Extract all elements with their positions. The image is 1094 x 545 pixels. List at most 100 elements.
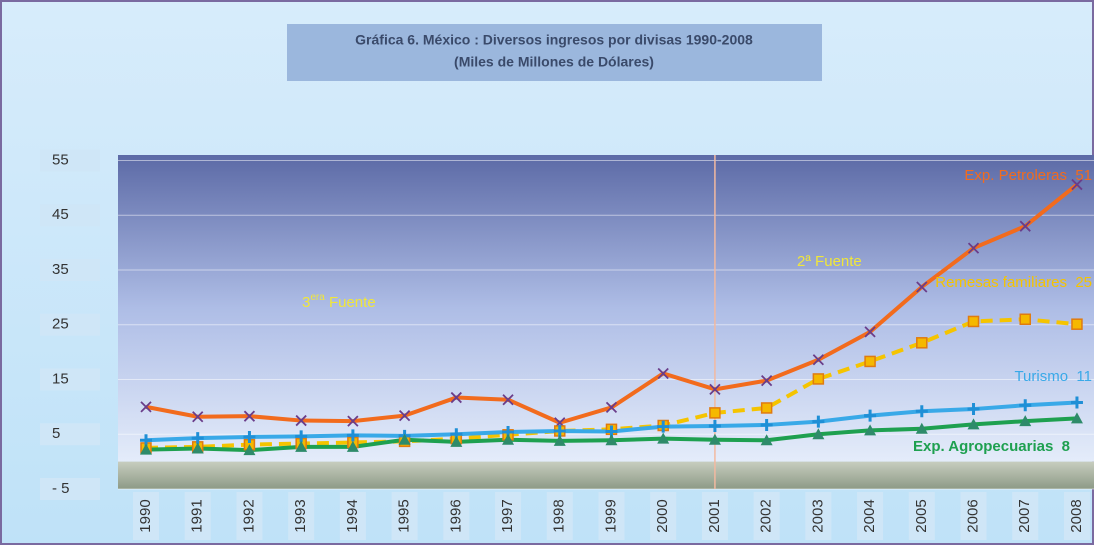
x-tick-label: 2001 (706, 499, 723, 532)
marker (657, 432, 670, 444)
marker (243, 410, 256, 422)
marker (1071, 318, 1083, 330)
marker (243, 444, 256, 456)
series-name: Exp. Agropecuarias (913, 438, 1053, 455)
marker (864, 326, 876, 338)
x-tick-label: 2000 (654, 499, 671, 532)
x-tick-box (805, 492, 832, 540)
marker (657, 367, 669, 380)
x-tick-box (1063, 492, 1090, 540)
x-tick-label: 2008 (1068, 499, 1085, 532)
marker (450, 435, 463, 447)
marker (553, 434, 566, 446)
x-tick-label: 1992 (240, 499, 257, 532)
marker (708, 433, 721, 445)
marker (915, 405, 928, 418)
x-tick-label: 1999 (602, 499, 619, 532)
marker (191, 432, 204, 445)
x-tick-box (184, 492, 211, 540)
x-tick-box (133, 492, 159, 540)
marker (398, 433, 411, 445)
x-tick-box (339, 492, 366, 540)
y-tick-box (40, 478, 100, 500)
y-tick-box (40, 313, 100, 336)
marker (1071, 178, 1083, 191)
marker (191, 442, 204, 454)
marker (502, 394, 514, 406)
marker (812, 354, 824, 366)
y-tick-label: 45 (52, 206, 69, 223)
marker (864, 424, 877, 436)
marker (295, 440, 308, 452)
series-label: Exp. Petroleras 51 (964, 167, 1092, 184)
x-tick-box (495, 492, 522, 540)
x-tick-label: 1994 (344, 499, 361, 532)
annotation: 3era Fuente (302, 292, 376, 311)
marker (967, 315, 980, 328)
x-tick-box (236, 492, 263, 540)
series-label: Turismo 11 (1014, 368, 1092, 385)
marker (657, 420, 670, 433)
x-tick-label: 2003 (809, 499, 826, 532)
x-tick-box (546, 492, 573, 540)
x-tick-box (701, 492, 728, 540)
x-tick-box (908, 492, 935, 540)
x-tick-label: 1995 (396, 499, 413, 532)
x-tick-label: 2006 (964, 499, 981, 532)
x-tick-box (391, 492, 418, 540)
y-tick-label: - 5 (52, 480, 70, 497)
marker (502, 433, 515, 445)
marker (1019, 415, 1032, 427)
x-tick-box (1012, 492, 1039, 540)
marker (967, 242, 980, 254)
marker (192, 411, 204, 423)
series-label: Exp. Agropecuarias 8 (913, 438, 1070, 455)
y-tick-box (40, 204, 100, 227)
marker (760, 434, 773, 446)
marker (347, 415, 359, 427)
x-tick-label: 1993 (292, 499, 309, 532)
chart-subtitle: (Miles de Millones de Dólares) (454, 54, 654, 70)
series-end-value: 51 (1075, 167, 1092, 184)
marker (812, 415, 825, 428)
x-tick-box (650, 492, 677, 540)
y-tick-box (40, 368, 100, 391)
marker (864, 355, 876, 368)
x-tick-label: 2005 (913, 499, 930, 532)
marker (295, 414, 307, 427)
marker (761, 374, 773, 387)
marker (1019, 313, 1031, 326)
marker (916, 337, 928, 349)
marker (1019, 220, 1031, 232)
y-tick-box (40, 423, 100, 446)
x-tick-box (288, 492, 315, 540)
marker (967, 403, 980, 416)
marker (605, 434, 618, 446)
series-end-value: 25 (1075, 274, 1092, 291)
marker (1019, 399, 1032, 412)
marker (140, 443, 152, 455)
marker (243, 430, 256, 443)
chart-title: Gráfica 6. México : Diversos ingresos po… (355, 32, 753, 48)
x-tick-label: 2007 (1016, 499, 1033, 532)
marker (812, 373, 825, 385)
marker (708, 420, 721, 433)
marker (605, 401, 618, 414)
x-tick-box (753, 492, 780, 540)
y-tick-label: 55 (52, 151, 69, 168)
x-tick-box (960, 492, 987, 540)
marker (346, 440, 359, 452)
marker (967, 418, 980, 430)
y-tick-label: 35 (52, 261, 69, 278)
series-end-value: 11 (1076, 368, 1092, 385)
x-tick-label: 2004 (861, 499, 878, 532)
marker (346, 429, 359, 442)
y-tick-label: 5 (52, 425, 60, 442)
annotation-part: 3 (302, 294, 310, 311)
marker (1070, 412, 1083, 424)
marker (760, 402, 773, 414)
x-tick-label: 1998 (551, 499, 568, 532)
plot-floor (118, 461, 1094, 489)
marker (915, 422, 928, 434)
series-name: Remesas familiares (935, 274, 1067, 291)
